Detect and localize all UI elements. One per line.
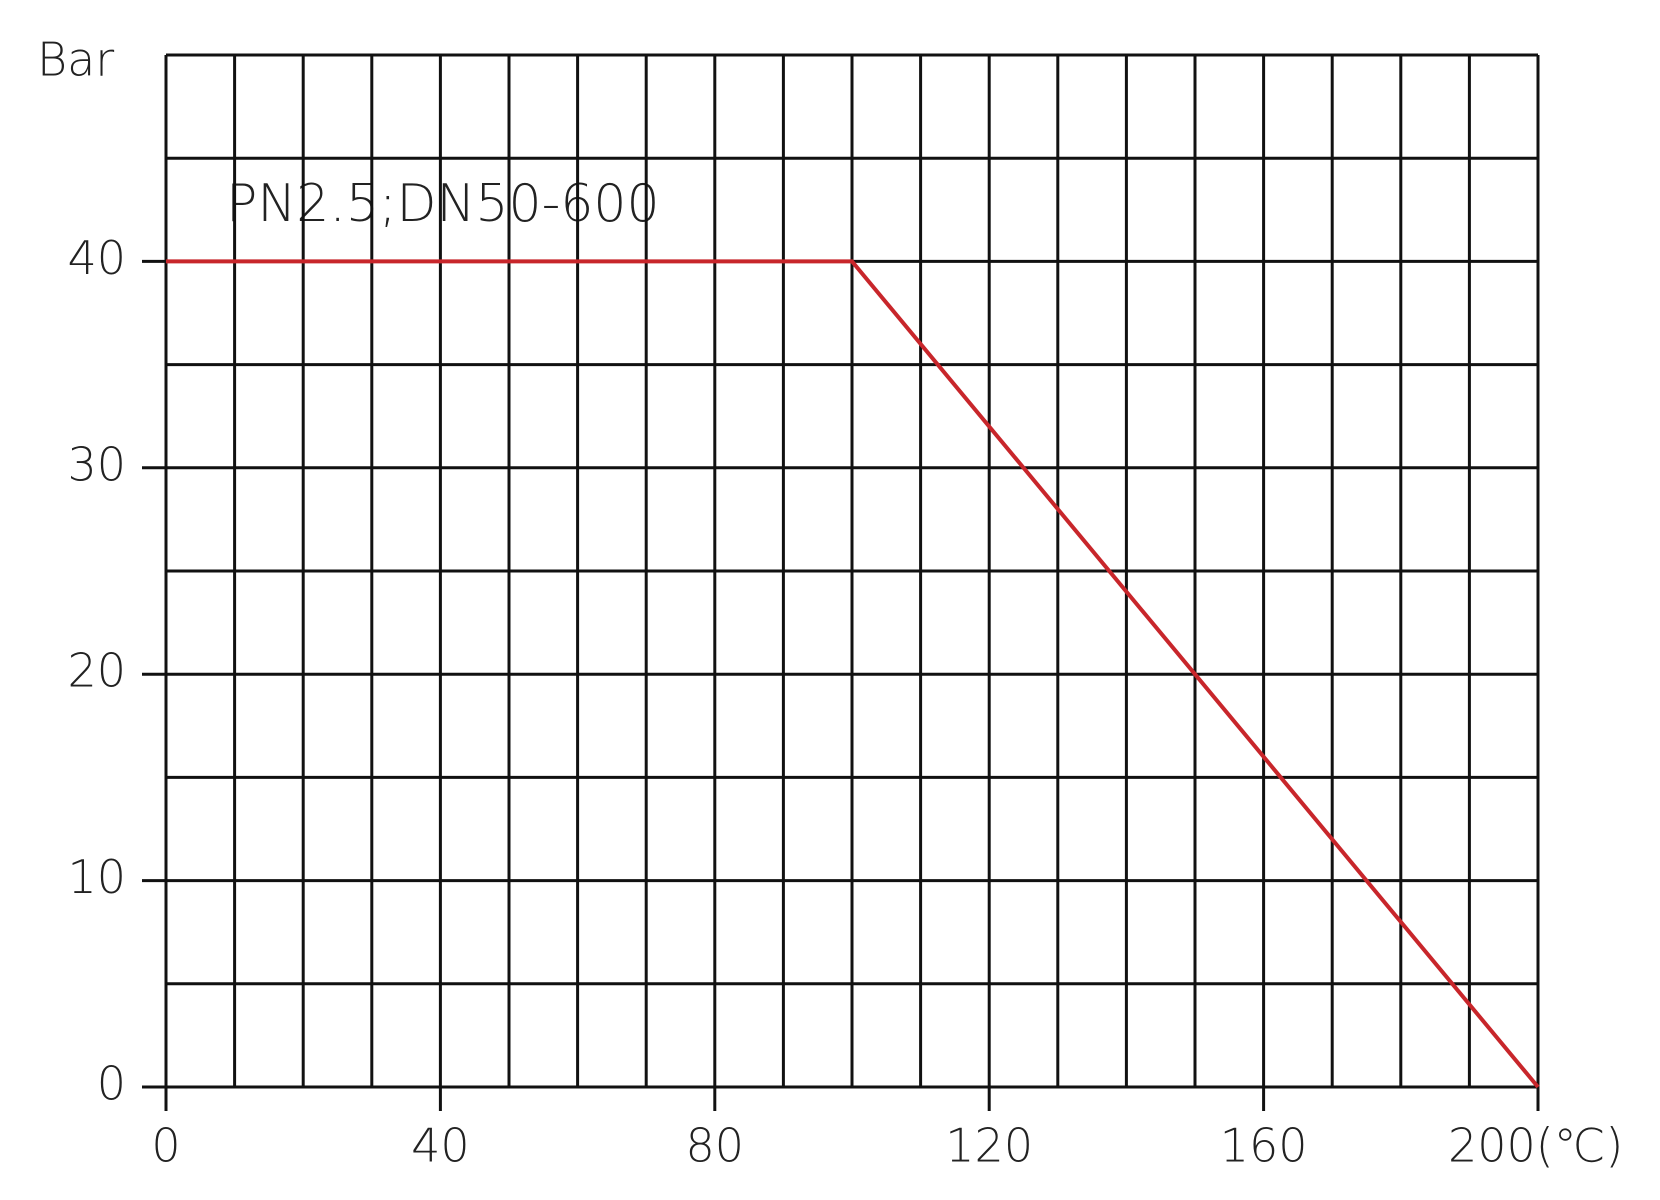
y-tick-label: 0 (97, 1057, 126, 1111)
y-tick-label: 10 (67, 850, 126, 904)
y-tick-label: 30 (67, 437, 126, 491)
y-tick-label: 40 (67, 231, 126, 285)
x-tick-label: 160 (1220, 1119, 1308, 1173)
annotation: PN2.5;DN50-600 (226, 174, 660, 234)
x-tick-label: 120 (945, 1119, 1033, 1173)
x-tick-label: 200(℃) (1448, 1119, 1623, 1173)
data-line (166, 259, 1540, 1089)
y-axis-label: Bar (37, 33, 114, 87)
x-tick-label: 0 (151, 1119, 180, 1173)
x-tick-label: 80 (686, 1119, 745, 1173)
y-tick-label: 20 (67, 644, 126, 698)
x-tick-label: 40 (411, 1119, 470, 1173)
